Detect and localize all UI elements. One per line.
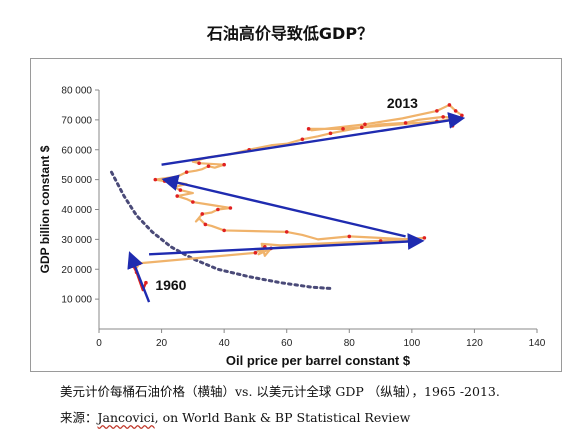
data-point [441, 115, 445, 119]
data-point [435, 109, 439, 113]
data-point [203, 222, 208, 227]
x-tick-label: 0 [96, 338, 102, 349]
data-point [153, 177, 158, 182]
data-point [306, 127, 311, 131]
data-point [222, 162, 226, 167]
source-credit: 来源：Jancovici, on World Bank & BP Statist… [60, 407, 410, 426]
year-annotation: 2013 [387, 95, 418, 111]
data-point [360, 125, 364, 130]
x-tick-label: 60 [281, 338, 293, 349]
data-point [178, 188, 183, 192]
x-tick-label: 20 [156, 338, 168, 349]
data-point [363, 122, 367, 127]
data-point [403, 121, 408, 125]
data-point [206, 164, 211, 168]
data-point [460, 113, 464, 118]
data-point [184, 170, 189, 174]
source-prefix: 来源： [60, 410, 98, 425]
data-point [216, 207, 220, 212]
trend-arrow [161, 174, 406, 238]
data-point [222, 228, 226, 233]
y-tick-label: 40 000 [61, 205, 92, 216]
year-annotation: 1960 [155, 277, 186, 293]
data-point [175, 194, 180, 198]
y-tick-label: 30 000 [61, 235, 92, 246]
gdp-oil-series-line [132, 103, 464, 292]
y-tick-label: 20 000 [61, 265, 92, 276]
data-point [347, 234, 352, 239]
data-point [284, 230, 289, 234]
data-point [300, 137, 305, 142]
data-point [200, 212, 205, 216]
y-tick-label: 10 000 [61, 295, 92, 306]
data-point [253, 251, 258, 255]
figure-caption: 美元计价每桶石油价格（横轴）vs. 以美元计全球 GDP （纵轴），1965 -… [60, 384, 500, 399]
trend-arrow [161, 112, 466, 166]
source-author: Jancovici [97, 410, 155, 425]
x-tick-label: 40 [219, 338, 231, 349]
data-point [447, 103, 452, 107]
source-rest: , on World Bank & BP Statistical Review [154, 410, 411, 425]
data-point [228, 206, 233, 210]
x-tick-label: 100 [404, 338, 421, 349]
y-tick-label: 60 000 [61, 145, 92, 156]
data-point [422, 236, 427, 240]
x-tick-label: 120 [466, 338, 483, 349]
x-axis-label: Oil price per barrel constant $ [226, 353, 411, 368]
data-point [144, 280, 148, 285]
data-point [328, 131, 333, 136]
y-tick-label: 50 000 [61, 175, 92, 186]
x-tick-label: 140 [529, 338, 546, 349]
dotted-trend-curve [110, 170, 336, 291]
y-tick-label: 80 000 [61, 86, 92, 97]
data-point [341, 127, 345, 131]
data-point [453, 109, 458, 113]
data-point [450, 124, 455, 128]
x-tick-label: 80 [344, 338, 356, 349]
y-tick-label: 70 000 [61, 115, 92, 126]
data-point [191, 200, 195, 204]
chart-frame: 0 20 40 60 80 100 120 140 10 000 20 000 30 000 40 0… [30, 58, 562, 372]
trend-arrow [148, 233, 425, 256]
y-axis-label: GDP billion constant $ [38, 145, 52, 273]
oil-gdp-chart: 0 20 40 60 80 100 120 140 10 000 20 000 30 000 40 0… [38, 86, 546, 369]
data-point [197, 161, 201, 165]
trend-arrow [127, 251, 151, 303]
data-point [137, 261, 142, 266]
chart-title: 石油高价导致低GDP？ [206, 24, 374, 43]
